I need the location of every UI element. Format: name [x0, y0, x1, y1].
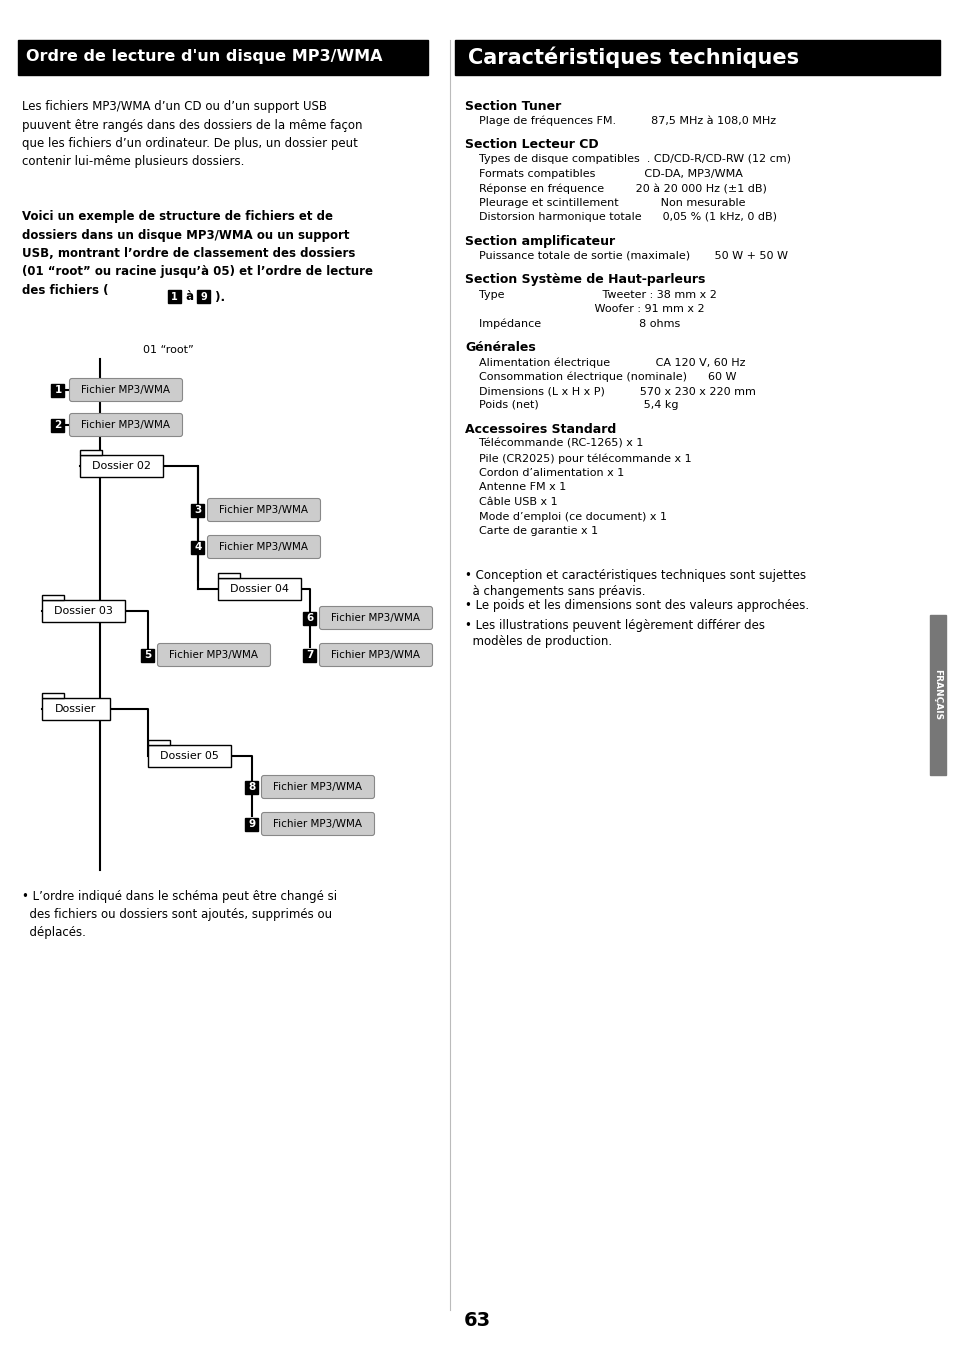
- Bar: [80, 450, 102, 456]
- Bar: [42, 595, 64, 599]
- Text: Fichier MP3/WMA: Fichier MP3/WMA: [331, 613, 420, 622]
- FancyBboxPatch shape: [319, 606, 432, 629]
- Text: Woofer : 91 mm x 2: Woofer : 91 mm x 2: [478, 304, 704, 315]
- FancyBboxPatch shape: [70, 378, 182, 401]
- Bar: [148, 744, 231, 767]
- Text: Impédance                            8 ohms: Impédance 8 ohms: [478, 319, 679, 330]
- Text: Cordon d’alimentation x 1: Cordon d’alimentation x 1: [478, 468, 623, 479]
- Text: Pile (CR2025) pour télécommande x 1: Pile (CR2025) pour télécommande x 1: [478, 453, 691, 464]
- Text: Mode d’emploi (ce document) x 1: Mode d’emploi (ce document) x 1: [478, 511, 666, 522]
- Bar: [196, 290, 210, 302]
- Text: Fichier MP3/WMA: Fichier MP3/WMA: [274, 819, 362, 829]
- FancyBboxPatch shape: [319, 644, 432, 667]
- Bar: [245, 781, 258, 793]
- Bar: [192, 503, 204, 517]
- Text: Dossier: Dossier: [55, 704, 96, 715]
- Bar: [192, 541, 204, 553]
- Text: Poids (net)                              5,4 kg: Poids (net) 5,4 kg: [478, 400, 678, 411]
- Text: Section Tuner: Section Tuner: [464, 100, 560, 113]
- Text: Dossier 02: Dossier 02: [91, 461, 151, 471]
- Bar: [218, 574, 240, 578]
- Text: • Les illustrations peuvent légèrement différer des
  modèles de production.: • Les illustrations peuvent légèrement d…: [464, 618, 764, 648]
- Text: Section amplificateur: Section amplificateur: [464, 235, 615, 248]
- Text: 7: 7: [306, 650, 314, 660]
- Text: Fichier MP3/WMA: Fichier MP3/WMA: [331, 650, 420, 660]
- Text: Générales: Générales: [464, 340, 536, 354]
- Text: FRANÇAIS: FRANÇAIS: [933, 670, 942, 720]
- Text: Type                            Tweeter : 38 mm x 2: Type Tweeter : 38 mm x 2: [478, 289, 716, 300]
- Bar: [42, 599, 125, 622]
- Text: Formats compatibles              CD-DA, MP3/WMA: Formats compatibles CD-DA, MP3/WMA: [478, 170, 742, 179]
- Text: • L’ordre indiqué dans le schéma peut être changé si
  des fichiers ou dossiers : • L’ordre indiqué dans le schéma peut êt…: [22, 890, 336, 938]
- Text: Plage de fréquences FM.          87,5 MHz à 108,0 MHz: Plage de fréquences FM. 87,5 MHz à 108,0…: [478, 117, 776, 126]
- Text: Réponse en fréquence         20 à 20 000 Hz (±1 dB): Réponse en fréquence 20 à 20 000 Hz (±1 …: [478, 183, 766, 194]
- Text: 2: 2: [54, 420, 62, 430]
- Text: 6: 6: [306, 613, 314, 622]
- Bar: [51, 384, 65, 396]
- Bar: [51, 419, 65, 431]
- Bar: [18, 39, 428, 75]
- Text: 63: 63: [463, 1311, 490, 1330]
- Text: Pleurage et scintillement            Non mesurable: Pleurage et scintillement Non mesurable: [478, 198, 744, 207]
- Text: 4: 4: [194, 542, 201, 552]
- Text: 1: 1: [171, 292, 177, 301]
- Text: à: à: [182, 290, 198, 304]
- Text: Dossier 05: Dossier 05: [160, 751, 218, 761]
- Text: Dimensions (L x H x P)          570 x 230 x 220 mm: Dimensions (L x H x P) 570 x 230 x 220 m…: [478, 386, 755, 396]
- Text: Caractéristiques techniques: Caractéristiques techniques: [468, 46, 799, 68]
- Text: Section Lecteur CD: Section Lecteur CD: [464, 138, 598, 152]
- Text: Fichier MP3/WMA: Fichier MP3/WMA: [81, 385, 171, 395]
- FancyBboxPatch shape: [261, 776, 375, 799]
- Text: 1: 1: [54, 385, 62, 395]
- Text: Carte de garantie x 1: Carte de garantie x 1: [478, 526, 598, 536]
- Bar: [303, 648, 316, 662]
- Text: Fichier MP3/WMA: Fichier MP3/WMA: [219, 542, 308, 552]
- Text: Les fichiers MP3/WMA d’un CD ou d’un support USB
puuvent être rangés dans des do: Les fichiers MP3/WMA d’un CD ou d’un sup…: [22, 100, 362, 168]
- Text: Voici un exemple de structure de fichiers et de
dossiers dans un disque MP3/WMA : Voici un exemple de structure de fichier…: [22, 210, 373, 297]
- Text: Fichier MP3/WMA: Fichier MP3/WMA: [219, 504, 308, 515]
- Text: Télécommande (RC-1265) x 1: Télécommande (RC-1265) x 1: [478, 439, 642, 449]
- Text: Accessoires Standard: Accessoires Standard: [464, 423, 616, 437]
- Bar: [42, 698, 110, 720]
- Text: 3: 3: [194, 504, 201, 515]
- Bar: [303, 612, 316, 625]
- Text: Consommation électrique (nominale)      60 W: Consommation électrique (nominale) 60 W: [478, 372, 736, 382]
- Text: Dossier 04: Dossier 04: [230, 584, 289, 594]
- Text: 5: 5: [144, 650, 152, 660]
- Text: ).: ).: [211, 290, 225, 304]
- FancyBboxPatch shape: [261, 812, 375, 835]
- Text: 9: 9: [248, 819, 255, 829]
- Text: Fichier MP3/WMA: Fichier MP3/WMA: [170, 650, 258, 660]
- Text: Fichier MP3/WMA: Fichier MP3/WMA: [274, 782, 362, 792]
- FancyBboxPatch shape: [157, 644, 271, 667]
- Text: • Conception et caractéristiques techniques sont sujettes
  à changements sans p: • Conception et caractéristiques techniq…: [464, 568, 805, 598]
- Text: • Le poids et les dimensions sont des valeurs approchées.: • Le poids et les dimensions sont des va…: [464, 598, 808, 612]
- FancyBboxPatch shape: [208, 499, 320, 522]
- Text: 9: 9: [200, 292, 207, 301]
- Text: Puissance totale de sortie (maximale)       50 W + 50 W: Puissance totale de sortie (maximale) 50…: [478, 251, 787, 260]
- FancyBboxPatch shape: [208, 536, 320, 559]
- Bar: [245, 818, 258, 830]
- Bar: [148, 740, 170, 744]
- Text: Types de disque compatibles  . CD/CD-R/CD-RW (12 cm): Types de disque compatibles . CD/CD-R/CD…: [478, 155, 790, 164]
- Text: 01 “root”: 01 “root”: [143, 344, 193, 355]
- Text: Dossier 03: Dossier 03: [54, 606, 112, 616]
- Bar: [42, 693, 64, 698]
- Text: 8: 8: [248, 782, 255, 792]
- Text: Câble USB x 1: Câble USB x 1: [478, 498, 558, 507]
- Bar: [80, 456, 163, 477]
- Bar: [455, 39, 939, 75]
- Bar: [929, 616, 945, 776]
- Text: Distorsion harmonique totale      0,05 % (1 kHz, 0 dB): Distorsion harmonique totale 0,05 % (1 k…: [478, 213, 776, 222]
- Text: Ordre de lecture d'un disque MP3/WMA: Ordre de lecture d'un disque MP3/WMA: [26, 50, 382, 65]
- Bar: [141, 648, 154, 662]
- Text: Antenne FM x 1: Antenne FM x 1: [478, 483, 566, 492]
- Text: Section Système de Haut-parleurs: Section Système de Haut-parleurs: [464, 274, 704, 286]
- Text: Alimentation électrique             CA 120 V, 60 Hz: Alimentation électrique CA 120 V, 60 Hz: [478, 357, 744, 367]
- Bar: [168, 290, 181, 302]
- Bar: [218, 578, 301, 599]
- Text: Fichier MP3/WMA: Fichier MP3/WMA: [81, 420, 171, 430]
- FancyBboxPatch shape: [70, 414, 182, 437]
